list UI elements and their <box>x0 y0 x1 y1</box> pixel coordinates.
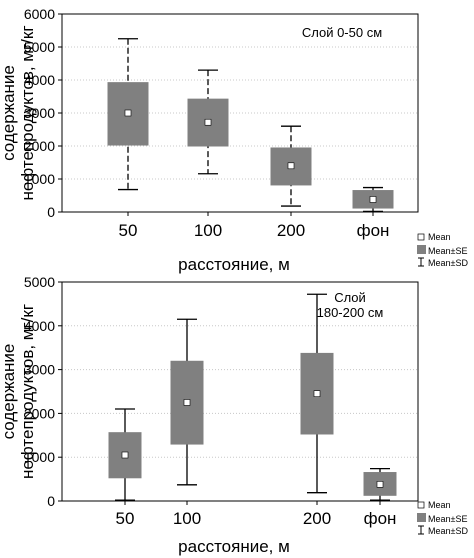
y-tick-label: 3000 <box>24 105 55 121</box>
legend-mean-swatch <box>417 233 425 241</box>
legend-sd-swatch <box>418 525 424 535</box>
legend-mean-label: Mean <box>428 500 451 510</box>
x-category-label: 50 <box>116 509 135 528</box>
legend-mean-swatch <box>417 501 425 509</box>
legend: Mean Mean±SE Mean±SD <box>417 500 468 536</box>
y-tick-label: 2000 <box>24 138 55 154</box>
legend-mean-label: Mean <box>428 232 451 242</box>
y-tick-label: 4000 <box>24 72 55 88</box>
y-axis-label: нефтепродуктов, мг/кг <box>18 304 37 479</box>
mean-marker <box>376 481 384 488</box>
y-tick-label: 4000 <box>24 318 55 334</box>
x-axis-label: расстояние, м <box>178 255 290 274</box>
y-tick-label: 2000 <box>24 405 55 421</box>
layer-annotation: Слой 0-50 см <box>302 25 382 40</box>
x-category-label: 100 <box>173 509 201 528</box>
legend: Mean Mean±SE Mean±SD <box>417 232 468 268</box>
mean-marker <box>124 109 132 117</box>
x-category-label: 100 <box>194 221 222 240</box>
y-tick-label: 5000 <box>24 39 55 55</box>
layer-annotation: 180-200 см <box>317 305 384 320</box>
layer-annotation: Слой <box>334 290 366 305</box>
plot-frame <box>61 281 419 502</box>
y-tick-label: 1000 <box>24 171 55 187</box>
x-category-label: 50 <box>119 221 138 240</box>
legend-sd-label: Mean±SD <box>428 258 468 268</box>
y-tick-label: 6000 <box>24 6 55 22</box>
x-category-label: фон <box>357 221 390 240</box>
legend-se-label: Mean±SE <box>428 246 467 256</box>
legend-se-label: Mean±SE <box>428 514 467 524</box>
legend-se-swatch <box>417 245 426 254</box>
y-tick-label: 0 <box>47 204 55 220</box>
x-axis-label: расстояние, м <box>178 537 290 556</box>
mean-marker <box>121 451 129 459</box>
x-category-label: фон <box>364 509 397 528</box>
se-box <box>300 352 334 435</box>
legend-sd-swatch <box>418 257 424 267</box>
y-axis-label: содержание <box>0 65 18 161</box>
y-tick-label: 1000 <box>24 449 55 465</box>
y-axis-label: содержание <box>0 344 18 440</box>
legend-sd-label: Mean±SD <box>428 526 468 536</box>
y-tick-label: 3000 <box>24 362 55 378</box>
x-category-label: 200 <box>303 509 331 528</box>
mean-marker <box>313 390 321 397</box>
mean-marker <box>287 162 295 170</box>
mean-marker <box>183 399 191 406</box>
y-tick-label: 0 <box>47 493 55 509</box>
se-box <box>107 82 149 146</box>
mean-marker <box>369 196 377 203</box>
legend-se-swatch <box>417 513 426 522</box>
chart-panel-1: 0 1000 2000 3000 4000 5000 6000 50 100 200 фон расс… <box>0 6 468 274</box>
mean-marker <box>204 118 212 126</box>
chart-panel-2: 0 1000 2000 3000 4000 5000 50 100 200 фон расстоян… <box>0 274 468 556</box>
y-axis-label: нефтепродуктов, мг/кг <box>18 25 37 200</box>
x-category-label: 200 <box>277 221 305 240</box>
y-tick-label: 5000 <box>24 274 55 290</box>
